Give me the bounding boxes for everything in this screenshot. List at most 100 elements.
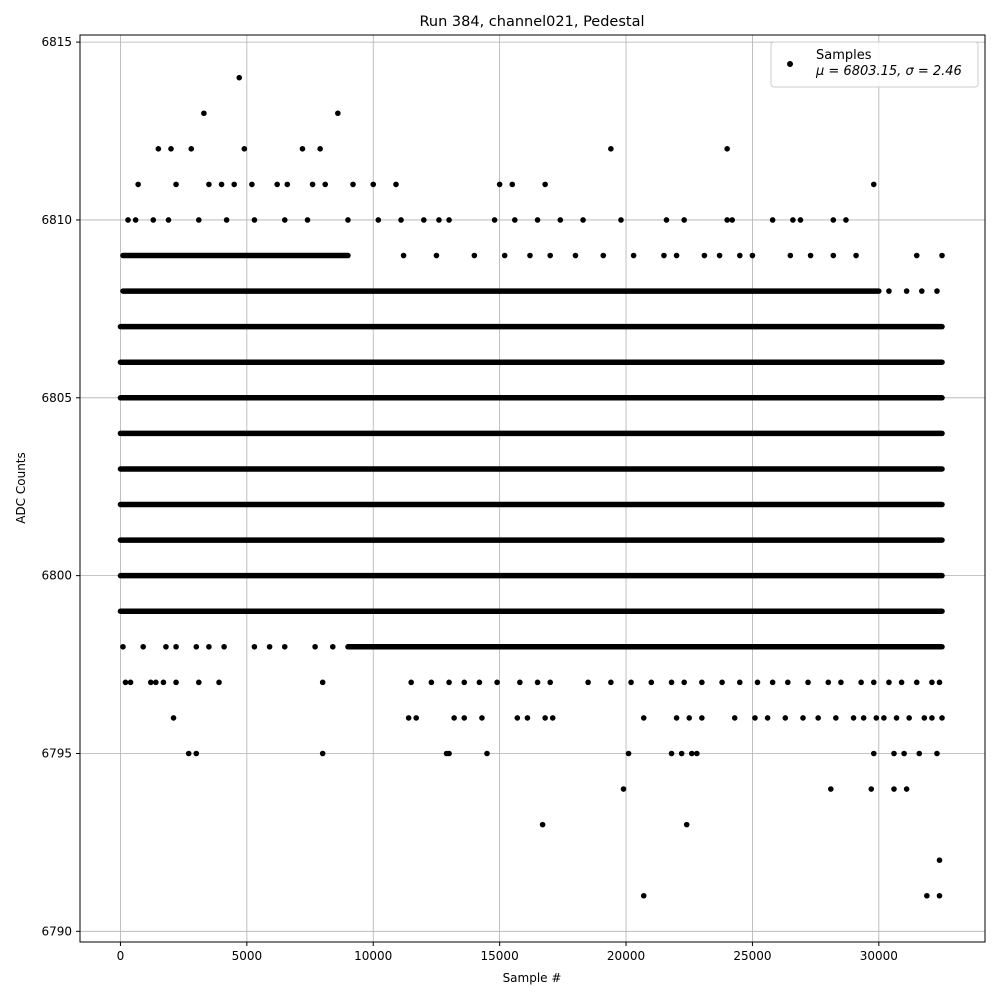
sample-point <box>494 679 500 686</box>
sample-point <box>160 679 167 686</box>
sample-point <box>319 750 326 757</box>
sample-point <box>668 750 675 757</box>
sample-point <box>206 181 212 188</box>
sample-point <box>413 715 420 721</box>
sample-point <box>916 750 923 757</box>
sample-point <box>618 217 624 223</box>
sample-point <box>319 679 326 686</box>
sample-point <box>686 715 693 721</box>
sample-point <box>843 217 849 223</box>
sample-point <box>218 181 225 188</box>
sample-point <box>547 252 553 259</box>
sample-point <box>512 217 518 223</box>
sample-point <box>830 252 837 259</box>
legend-series-label: Samples <box>816 48 872 63</box>
sample-point <box>681 679 687 686</box>
sample-point <box>939 252 945 259</box>
sample-point <box>140 643 146 650</box>
sample-point <box>150 217 157 223</box>
sample-point <box>681 217 687 223</box>
sample-point <box>790 217 796 223</box>
sample-point <box>173 643 179 650</box>
sample-point <box>408 679 414 686</box>
sample-point <box>201 110 207 117</box>
sample-point <box>557 217 564 223</box>
sample-point <box>919 288 925 294</box>
sample-point <box>630 252 637 259</box>
sample-point <box>251 643 258 650</box>
sample-point <box>122 679 129 686</box>
sample-point <box>913 679 920 686</box>
sample-point <box>476 679 483 686</box>
sample-point <box>193 643 200 650</box>
sample-point <box>193 750 200 757</box>
sample-point <box>501 252 508 259</box>
sample-point <box>858 679 864 686</box>
sample-point <box>663 217 670 223</box>
sample-point <box>185 750 192 757</box>
sample-point <box>860 715 867 721</box>
sample-point <box>620 786 627 792</box>
sample-point <box>281 217 288 223</box>
x-tick-label: 0 <box>117 949 125 963</box>
sample-point <box>731 715 738 721</box>
sample-point <box>436 217 442 223</box>
sample-point <box>764 715 771 721</box>
x-tick-label: 30000 <box>860 949 898 963</box>
sample-point <box>534 679 541 686</box>
sample-point <box>716 252 723 259</box>
sample-point <box>428 679 435 686</box>
y-tick-label: 6810 <box>41 213 72 227</box>
sample-point <box>850 715 857 721</box>
chart-title: Run 384, channel021, Pedestal <box>419 14 644 30</box>
sample-point <box>699 715 705 721</box>
sample-point <box>828 786 834 792</box>
sample-point <box>815 715 821 721</box>
sample-point <box>400 252 407 259</box>
x-axis-label: Sample # <box>503 971 562 985</box>
sample-point <box>539 821 546 828</box>
sample-point <box>335 110 341 117</box>
sample-point <box>446 217 452 223</box>
sample-point <box>370 181 377 188</box>
legend-stats: μ = 6803.15, σ = 2.46 <box>815 64 962 79</box>
sample-point <box>299 146 306 152</box>
sample-point <box>719 679 725 686</box>
sample-point <box>549 715 556 721</box>
sample-point <box>673 715 680 721</box>
sample-point <box>640 892 647 899</box>
sample-point <box>173 181 179 188</box>
sample-point <box>891 750 897 757</box>
sample-point <box>673 252 680 259</box>
x-tick-label: 25000 <box>733 949 771 963</box>
sample-point <box>125 217 131 223</box>
sample-point <box>870 181 877 188</box>
sample-point <box>304 217 311 223</box>
sample-point <box>870 750 877 757</box>
sample-point <box>461 679 468 686</box>
x-tick-label: 10000 <box>354 949 392 963</box>
sample-point <box>542 181 548 188</box>
sample-point <box>284 181 291 188</box>
x-tick-label: 5000 <box>232 949 263 963</box>
sample-point <box>251 217 258 223</box>
sample-point <box>223 217 230 223</box>
sample-point <box>542 715 548 721</box>
x-tick-label: 15000 <box>481 949 519 963</box>
sample-point <box>699 679 705 686</box>
sample-point <box>600 252 607 259</box>
sample-point <box>868 786 875 792</box>
y-tick-label: 6800 <box>41 569 72 583</box>
x-tick-label: 20000 <box>607 949 645 963</box>
sample-point <box>241 146 248 152</box>
sample-point <box>625 750 632 757</box>
sample-point <box>375 217 382 223</box>
y-axis-label: ADC Counts <box>14 452 28 524</box>
y-tick-label: 6790 <box>41 924 72 938</box>
sample-point <box>165 217 172 223</box>
sample-point <box>903 786 910 792</box>
sample-point <box>936 679 943 686</box>
sample-point <box>833 715 839 721</box>
sample-point <box>701 252 708 259</box>
